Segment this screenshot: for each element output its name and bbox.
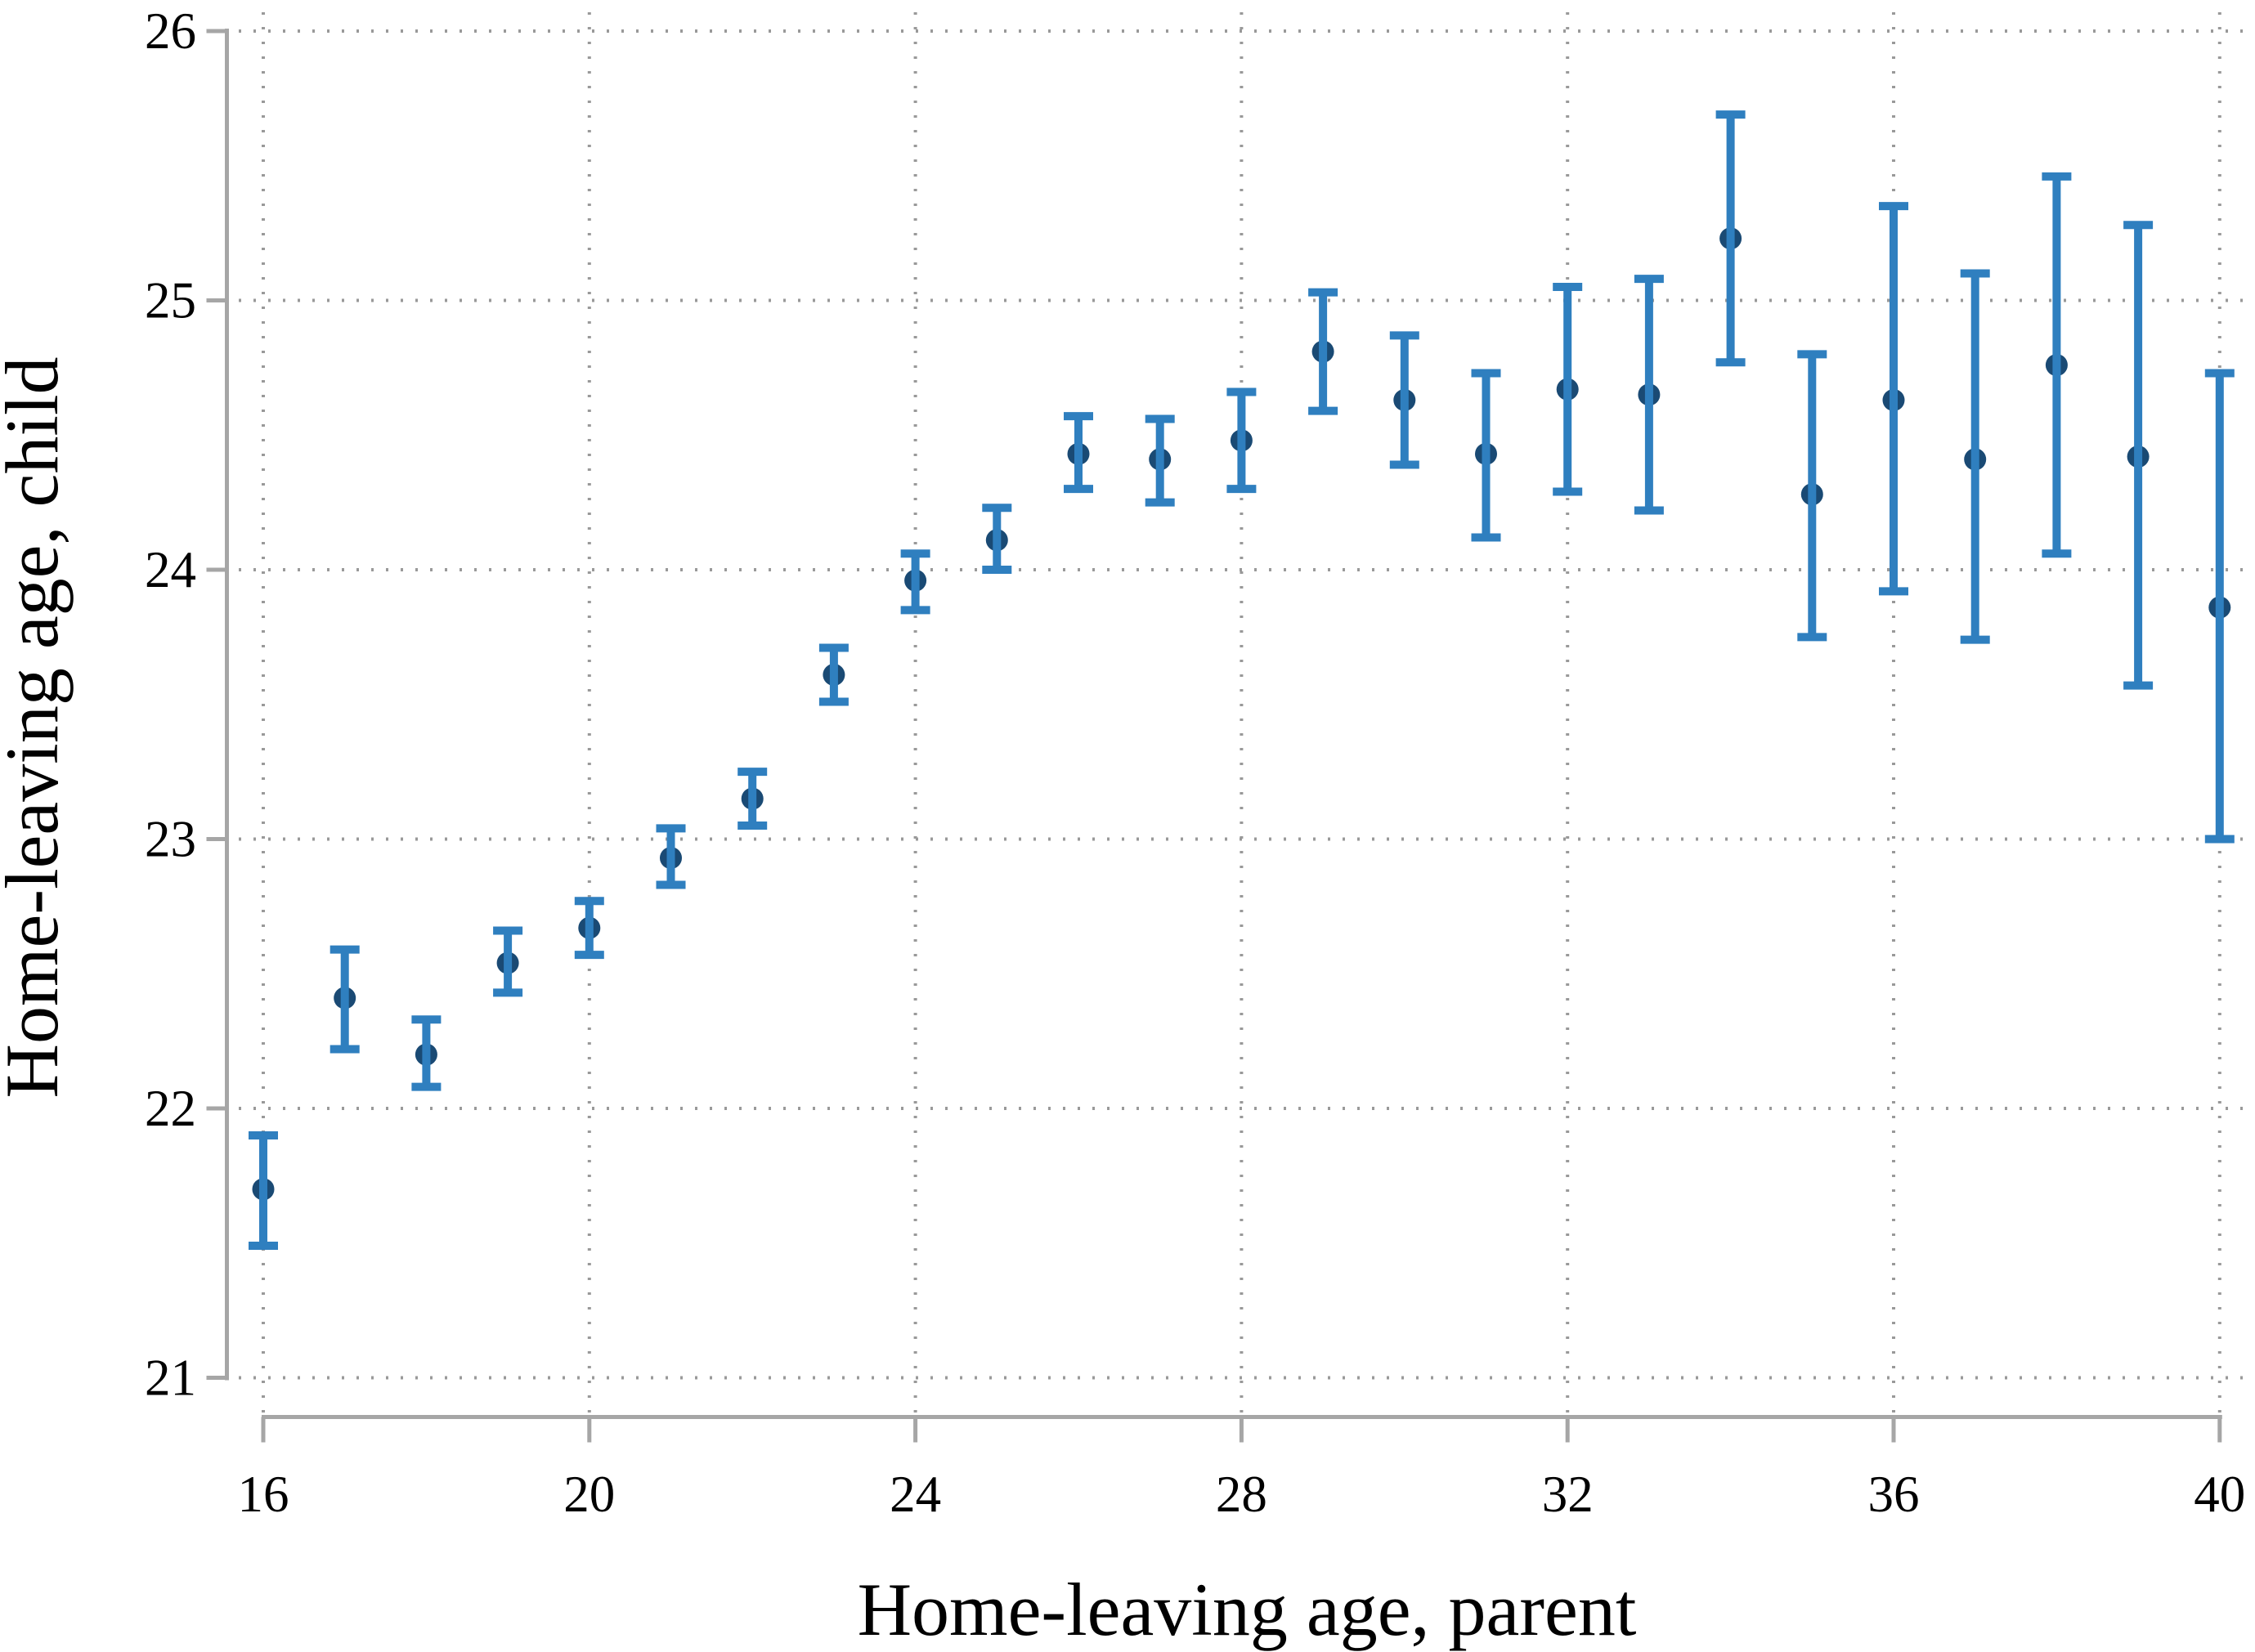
data-point	[1960, 269, 1990, 644]
gridlines	[239, 12, 2253, 1415]
tick-labels: 21 22 23 24 25 26 16 20 24 28 32 36 40	[145, 2, 2245, 1523]
y-tick-label: 23	[145, 811, 196, 868]
data-point	[2042, 172, 2072, 558]
y-axis-title: Home-leaving age, child	[0, 357, 74, 1099]
data-point	[1226, 387, 1257, 494]
data-point	[1879, 202, 1908, 596]
data-point	[1715, 110, 1746, 367]
x-tick-label: 32	[1542, 1466, 1594, 1523]
y-tick-label: 22	[145, 1080, 196, 1137]
data-point	[1553, 283, 1583, 496]
data-point	[249, 1130, 278, 1251]
data-point	[574, 897, 604, 960]
data-point	[330, 945, 360, 1054]
x-tick-label: 24	[890, 1466, 941, 1523]
x-axis-title: Home-leaving age, parent	[858, 1568, 1637, 1651]
x-tick-label: 40	[2194, 1466, 2245, 1523]
data-point	[1471, 369, 1501, 542]
data-point	[656, 824, 686, 889]
x-tick-label: 16	[238, 1466, 289, 1523]
data-point	[1308, 288, 1338, 415]
y-tick-label: 24	[145, 541, 196, 598]
data-point	[1064, 412, 1093, 494]
data-point	[982, 504, 1012, 574]
data-point	[1389, 331, 1419, 469]
data-point	[1145, 414, 1175, 507]
data-point	[493, 926, 523, 997]
x-tick-label: 28	[1216, 1466, 1267, 1523]
x-tick-label: 20	[563, 1466, 615, 1523]
data-point	[737, 768, 768, 830]
axes	[206, 29, 2222, 1443]
data-point	[1634, 275, 1664, 515]
y-tick-label: 26	[145, 2, 196, 60]
data-point	[2123, 221, 2154, 690]
data-point	[411, 1015, 442, 1091]
data-point	[818, 643, 849, 706]
data-point	[1797, 350, 1827, 642]
x-tick-label: 36	[1868, 1466, 1920, 1523]
y-tick-label: 21	[145, 1350, 196, 1407]
data-point	[2204, 369, 2235, 844]
y-tick-label: 25	[145, 272, 196, 329]
data-points	[249, 110, 2235, 1251]
data-point	[900, 549, 930, 615]
